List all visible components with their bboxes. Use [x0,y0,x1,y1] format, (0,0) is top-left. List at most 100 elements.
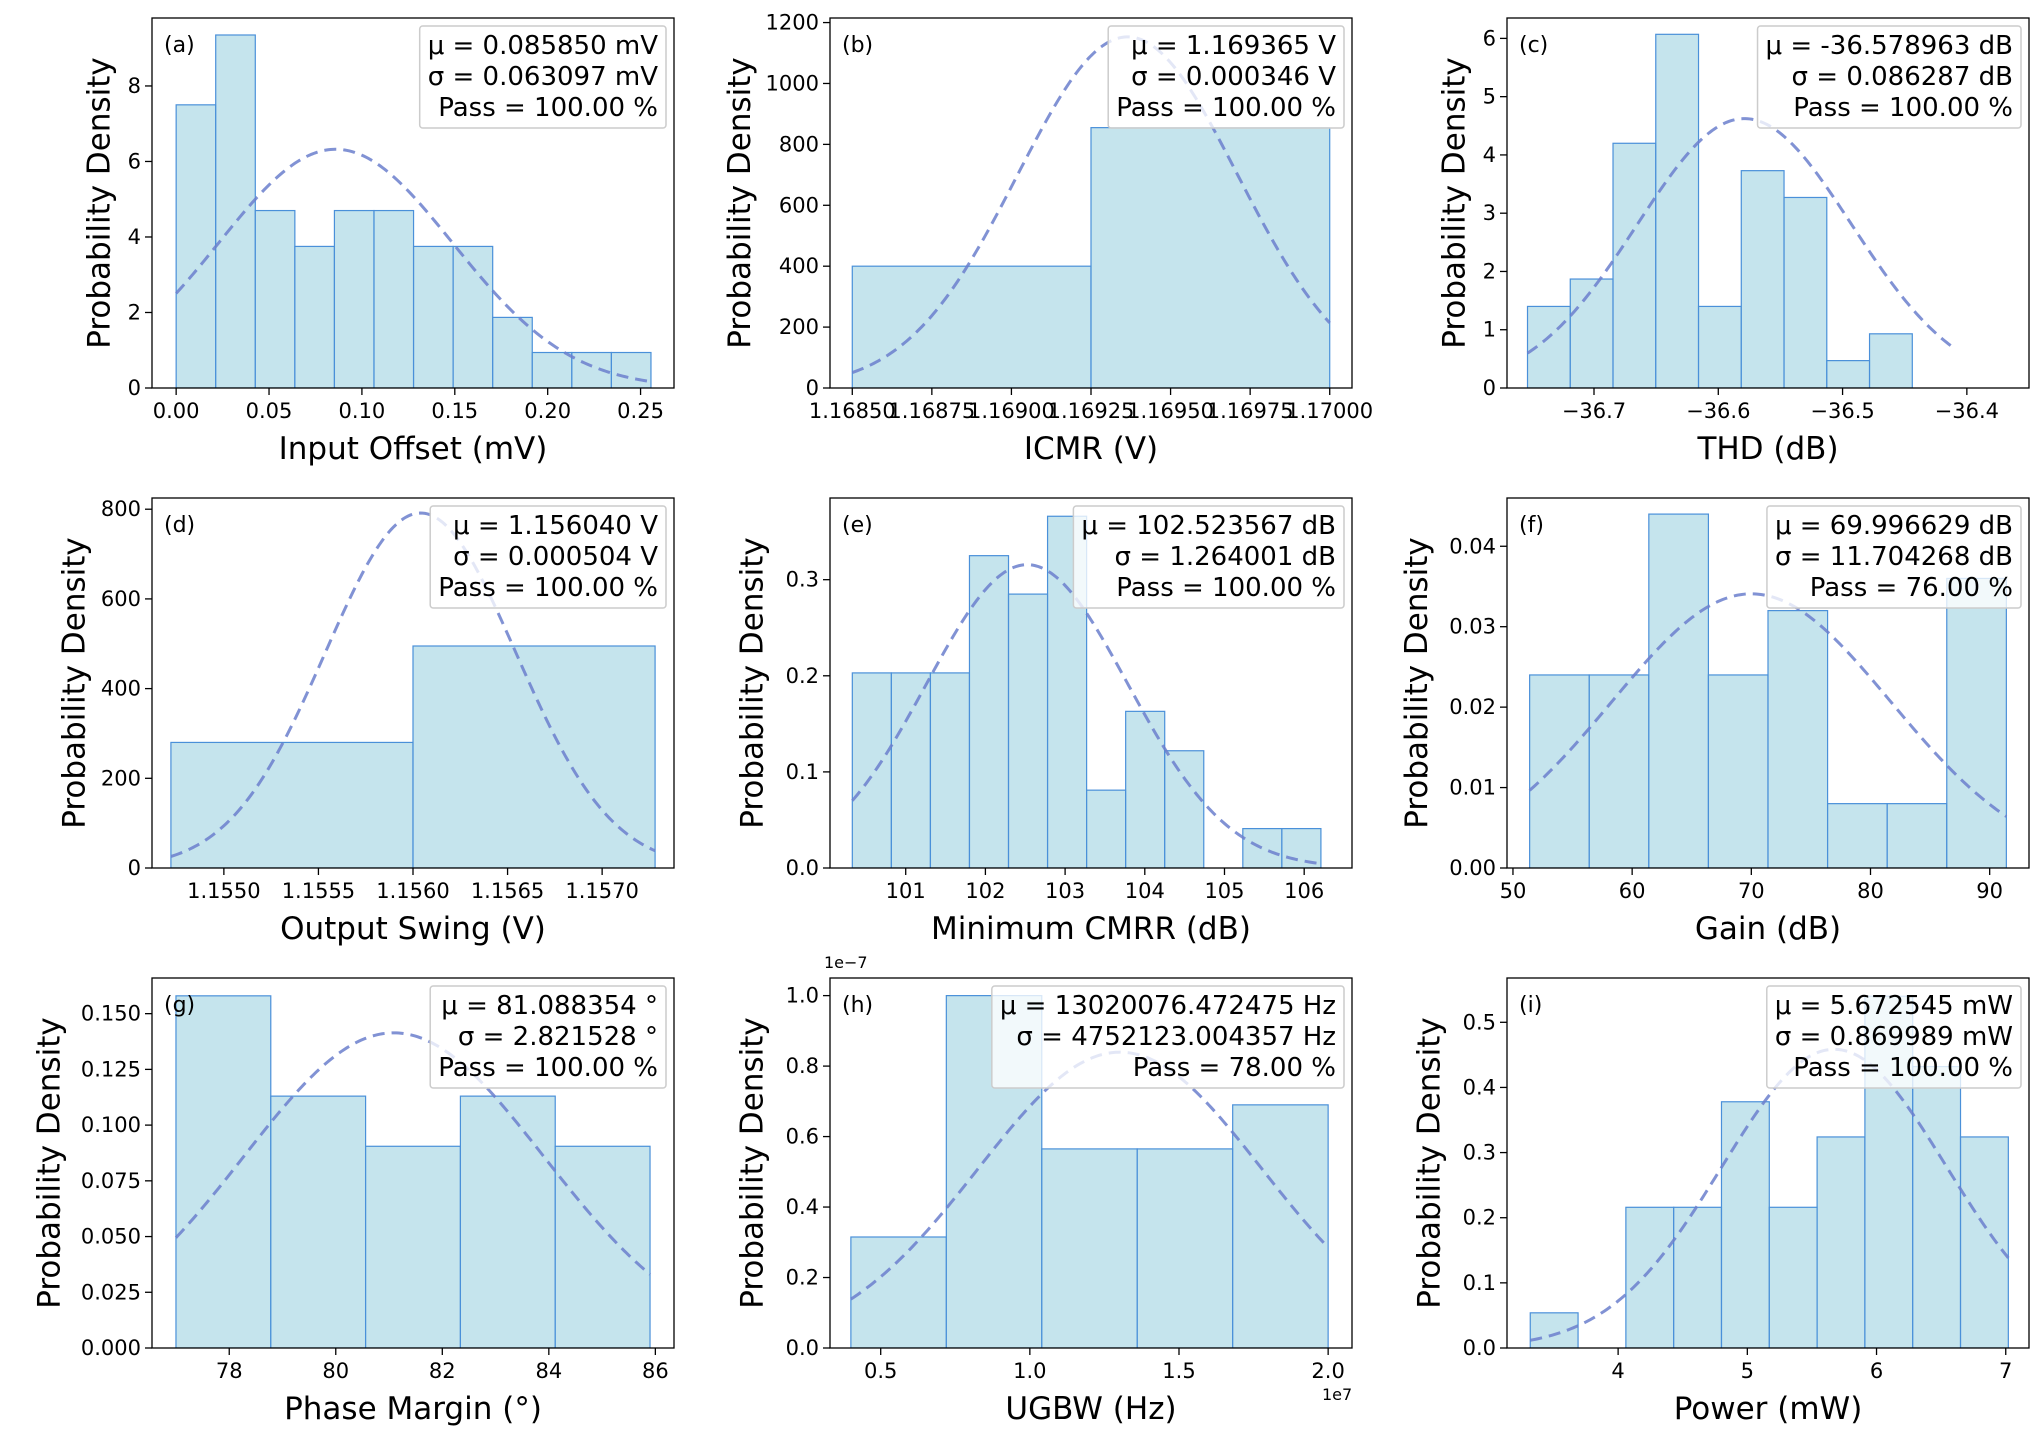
y-tick-label: 4 [1483,143,1496,167]
y-tick-label: 0.6 [786,1125,819,1149]
stats-line: Pass = 100.00 % [438,93,658,123]
axes-frame [151,17,675,389]
x-tick-label: 1.1565 [471,879,544,903]
y-tick-label: 0.8 [786,1054,819,1078]
histogram-bar [270,1095,367,1348]
stats-line: σ = 4752123.004357 Hz [1016,1022,1336,1052]
plot-area [175,34,652,388]
axes-frame [829,977,1353,1349]
histogram-bar [170,741,414,868]
stats-line: μ = 81.088354 ° [441,991,658,1021]
stats-line: μ = 1.169365 V [1131,31,1336,61]
histogram-bar [1007,593,1049,868]
histogram-bar [175,995,272,1348]
y-tick-label: 0 [128,376,141,400]
plot-area [170,511,656,868]
histogram-bar [492,316,533,388]
y-tick-label: 200 [101,766,141,790]
histogram-bar [1086,789,1127,868]
y-tick-label: 0.5 [1463,1010,1496,1034]
histogram-bar [554,1145,651,1348]
x-tick-label: 78 [216,1359,243,1383]
y-tick-label: 0 [806,376,819,400]
x-tick-label: 0.00 [153,399,200,423]
histogram-bar [1868,333,1913,388]
histogram-bar [1783,196,1828,388]
y-tick-label: 4 [128,225,141,249]
y-tick-label: 0.125 [81,1057,141,1081]
x-tick-label: 106 [1284,879,1324,903]
x-axis-label: Minimum CMRR (dB) [931,911,1251,947]
stats-line: σ = 11.704268 dB [1775,542,2013,572]
histogram-bar [1886,803,1948,868]
panel-label: (a) [164,33,195,58]
stats-line: σ = 1.264001 dB [1115,542,1336,572]
stats-line: σ = 0.063097 mV [428,62,658,92]
histogram-bar [610,351,652,388]
y-axis-label: Probability Density [1412,1017,1448,1309]
x-tick-label: 60 [1619,879,1646,903]
x-axis-label: Phase Margin (°) [284,1391,542,1427]
stats-line: Pass = 100.00 % [1793,1053,2013,1083]
histogram-bar [1697,305,1742,388]
y-axis-label: Probability Density [722,57,758,349]
stats-line: μ = -36.578963 dB [1766,31,2013,61]
x-tick-label: 102 [965,879,1005,903]
subplot-d: 1.1550 1.1555 1.1560 1.1565 1.1570 0 200 400 600… [57,497,675,947]
x-tick-label: 80 [322,1359,349,1383]
histogram-bar [1090,127,1331,388]
stats-line: σ = 0.000346 V [1131,62,1336,92]
stats-line: Pass = 100.00 % [1116,93,1336,123]
y-tick-label: 0.0 [786,1336,819,1360]
y-tick-label: 400 [101,677,141,701]
histogram-bar [1232,1104,1329,1348]
x-tick-label: 82 [429,1359,456,1383]
y-tick-label: 0.1 [786,760,819,784]
x-tick-label: 84 [535,1359,562,1383]
normal-fit-curve [175,147,652,384]
y-tick-label: 0.075 [81,1169,141,1193]
histogram-bar [531,351,573,388]
y-tick-label: 0.0 [1463,1336,1496,1360]
histogram-bar [1826,360,1871,388]
x-tick-label: 0.10 [339,399,386,423]
histogram-bar [1242,827,1283,868]
subplot-c: −36.7 −36.6 −36.5 −36.4 0 1 2 3 4 5 6 THD (dB) Proba… [1437,17,2030,467]
y-tick-label: 0.2 [1463,1206,1496,1230]
y-tick-label: 0.02 [1449,695,1496,719]
x-tick-label: 0.5 [864,1359,897,1383]
histogram-bar [1125,710,1166,868]
x-tick-label: 1.1560 [376,879,449,903]
plot-area [1528,513,2008,868]
y-tick-label: 0.4 [1463,1075,1496,1099]
histogram-bar [1740,170,1785,388]
y-tick-label: 2 [1483,259,1496,283]
plot-area [1526,33,1956,388]
stats-line: Pass = 100.00 % [1116,573,1336,603]
stats-line: μ = 102.523567 dB [1081,511,1336,541]
normal-fit-curve [1529,1047,2010,1342]
stats-box-frame [1766,505,2022,609]
histogram-bar [1529,1312,1579,1348]
axes-frame [829,497,1353,869]
y-axis-label: Probability Density [32,1017,68,1309]
stats-box: μ = 13020076.472475 Hzσ = 4752123.004357… [991,985,1345,1089]
y-tick-label: 0.150 [81,1002,141,1026]
y-tick-label: 6 [128,149,141,173]
x-tick-label: 70 [1738,879,1765,903]
y-tick-label: 0.00 [1449,856,1496,880]
x-tick-label: 0.05 [246,399,293,423]
panel-label: (i) [1519,993,1542,1018]
x-axis-label: Gain (dB) [1695,911,1841,947]
y-tick-label: 0.3 [786,568,819,592]
histogram-bar [254,209,296,388]
panel-label: (d) [164,513,195,538]
y-tick-label: 0.2 [786,1266,819,1290]
y-tick-label: 600 [101,587,141,611]
histogram-bar [1529,674,1590,868]
y-tick-label: 0.050 [81,1225,141,1249]
